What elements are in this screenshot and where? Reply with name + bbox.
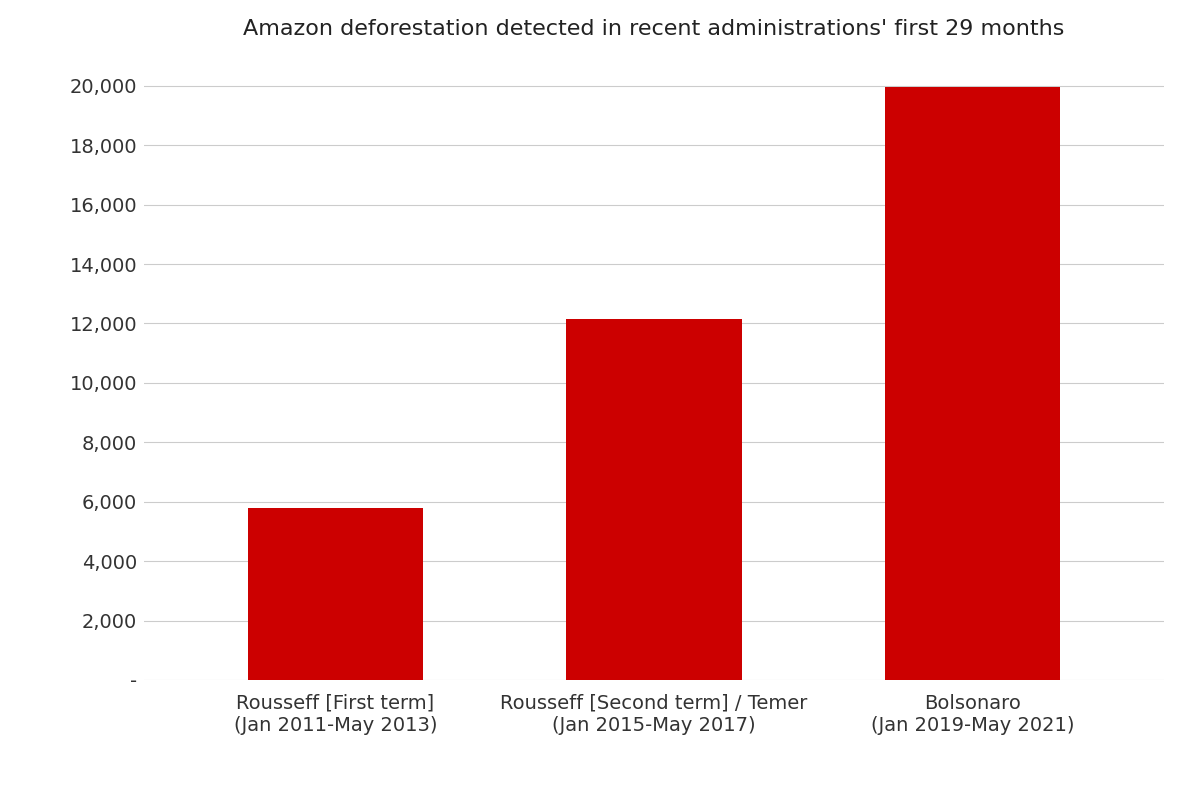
- Bar: [247, 508, 422, 680]
- Bar: [566, 319, 742, 680]
- Bar: [886, 87, 1061, 680]
- Title: Amazon deforestation detected in recent administrations' first 29 months: Amazon deforestation detected in recent …: [244, 19, 1064, 39]
